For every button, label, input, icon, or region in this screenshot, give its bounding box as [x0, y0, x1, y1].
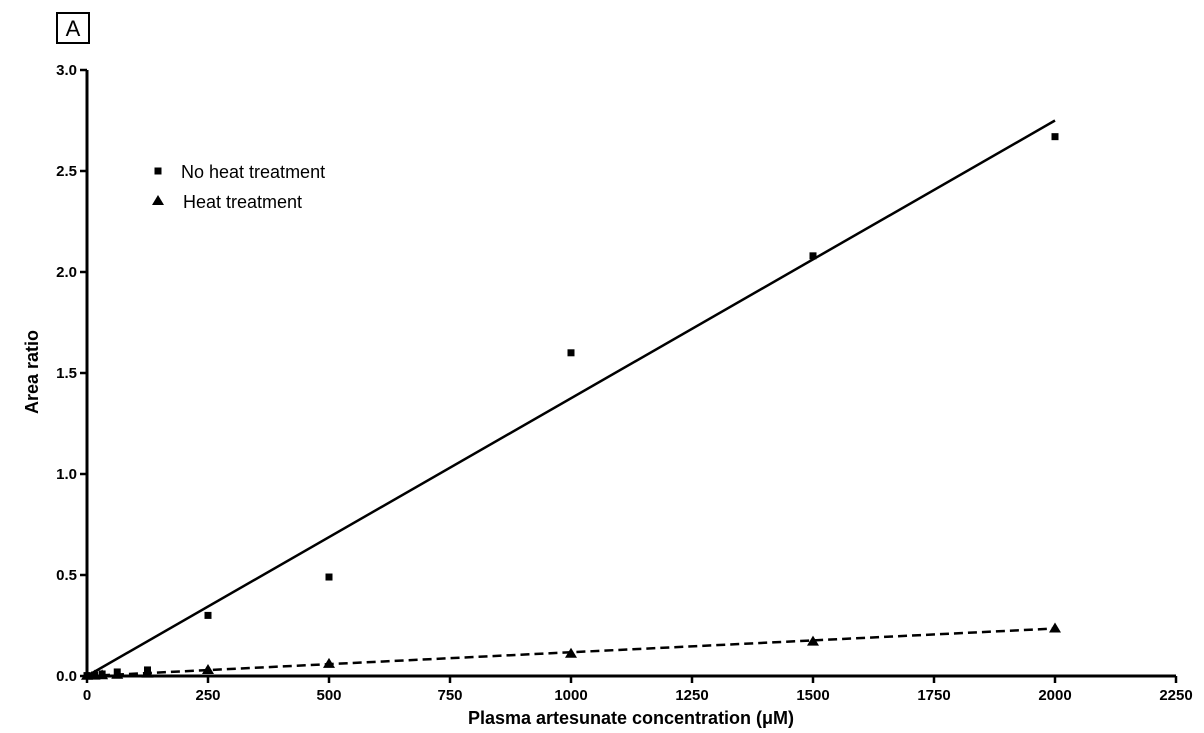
data-point-series-1	[1051, 133, 1059, 141]
x-tick-label: 750	[437, 687, 462, 704]
y-axis-title: Area ratio	[22, 330, 42, 414]
data-point-series-2	[807, 635, 819, 646]
y-tick-label: 3.0	[56, 62, 77, 79]
data-point-series-2	[323, 657, 335, 668]
x-tick-label: 500	[316, 687, 341, 704]
axes: 0.0 0.5 1.0 1.5 2.0 2.5 3.0 0 250 500 750 1000 1250 1…	[56, 62, 1193, 704]
x-tick-label: 2000	[1038, 687, 1071, 704]
x-tick-label: 250	[195, 687, 220, 704]
data-point-series-2	[111, 668, 124, 679]
y-tick-label: 0.5	[56, 567, 77, 584]
data-point-series-2	[202, 663, 214, 674]
data-point-series-1	[567, 349, 575, 357]
y-tick-label: 1.5	[56, 365, 77, 382]
x-tick-label: 0	[83, 687, 91, 704]
panel-label-box: A	[56, 12, 90, 44]
data-point-series-2	[1049, 622, 1061, 633]
data-point-series-2	[96, 669, 109, 680]
x-axis-title: Plasma artesunate concentration (μM)	[468, 708, 794, 728]
data-point-series-1	[325, 573, 333, 581]
y-tick-label: 2.5	[56, 163, 77, 180]
x-tick-label: 1250	[675, 687, 708, 704]
legend-marker-series-2	[152, 195, 164, 205]
data-point-series-2	[565, 647, 577, 658]
x-tick-label: 1750	[917, 687, 950, 704]
panel-label: A	[66, 16, 81, 41]
legend-label-series-2: Heat treatment	[183, 192, 302, 212]
data-points	[81, 133, 1061, 680]
data-point-series-1	[204, 611, 212, 619]
data-point-series-2	[141, 667, 154, 678]
legend-label-series-1: No heat treatment	[181, 162, 325, 182]
x-tick-label: 1500	[796, 687, 829, 704]
x-tick-label: 1000	[554, 687, 587, 704]
x-tick-label: 2250	[1159, 687, 1192, 704]
legend-marker-series-1	[154, 167, 162, 175]
y-tick-label: 2.0	[56, 264, 77, 281]
legend: No heat treatment Heat treatment	[152, 162, 325, 212]
fit-line-series-1	[86, 119, 1056, 678]
data-point-series-1	[809, 252, 817, 260]
y-tick-label: 0.0	[56, 668, 77, 685]
y-tick-label: 1.0	[56, 466, 77, 483]
